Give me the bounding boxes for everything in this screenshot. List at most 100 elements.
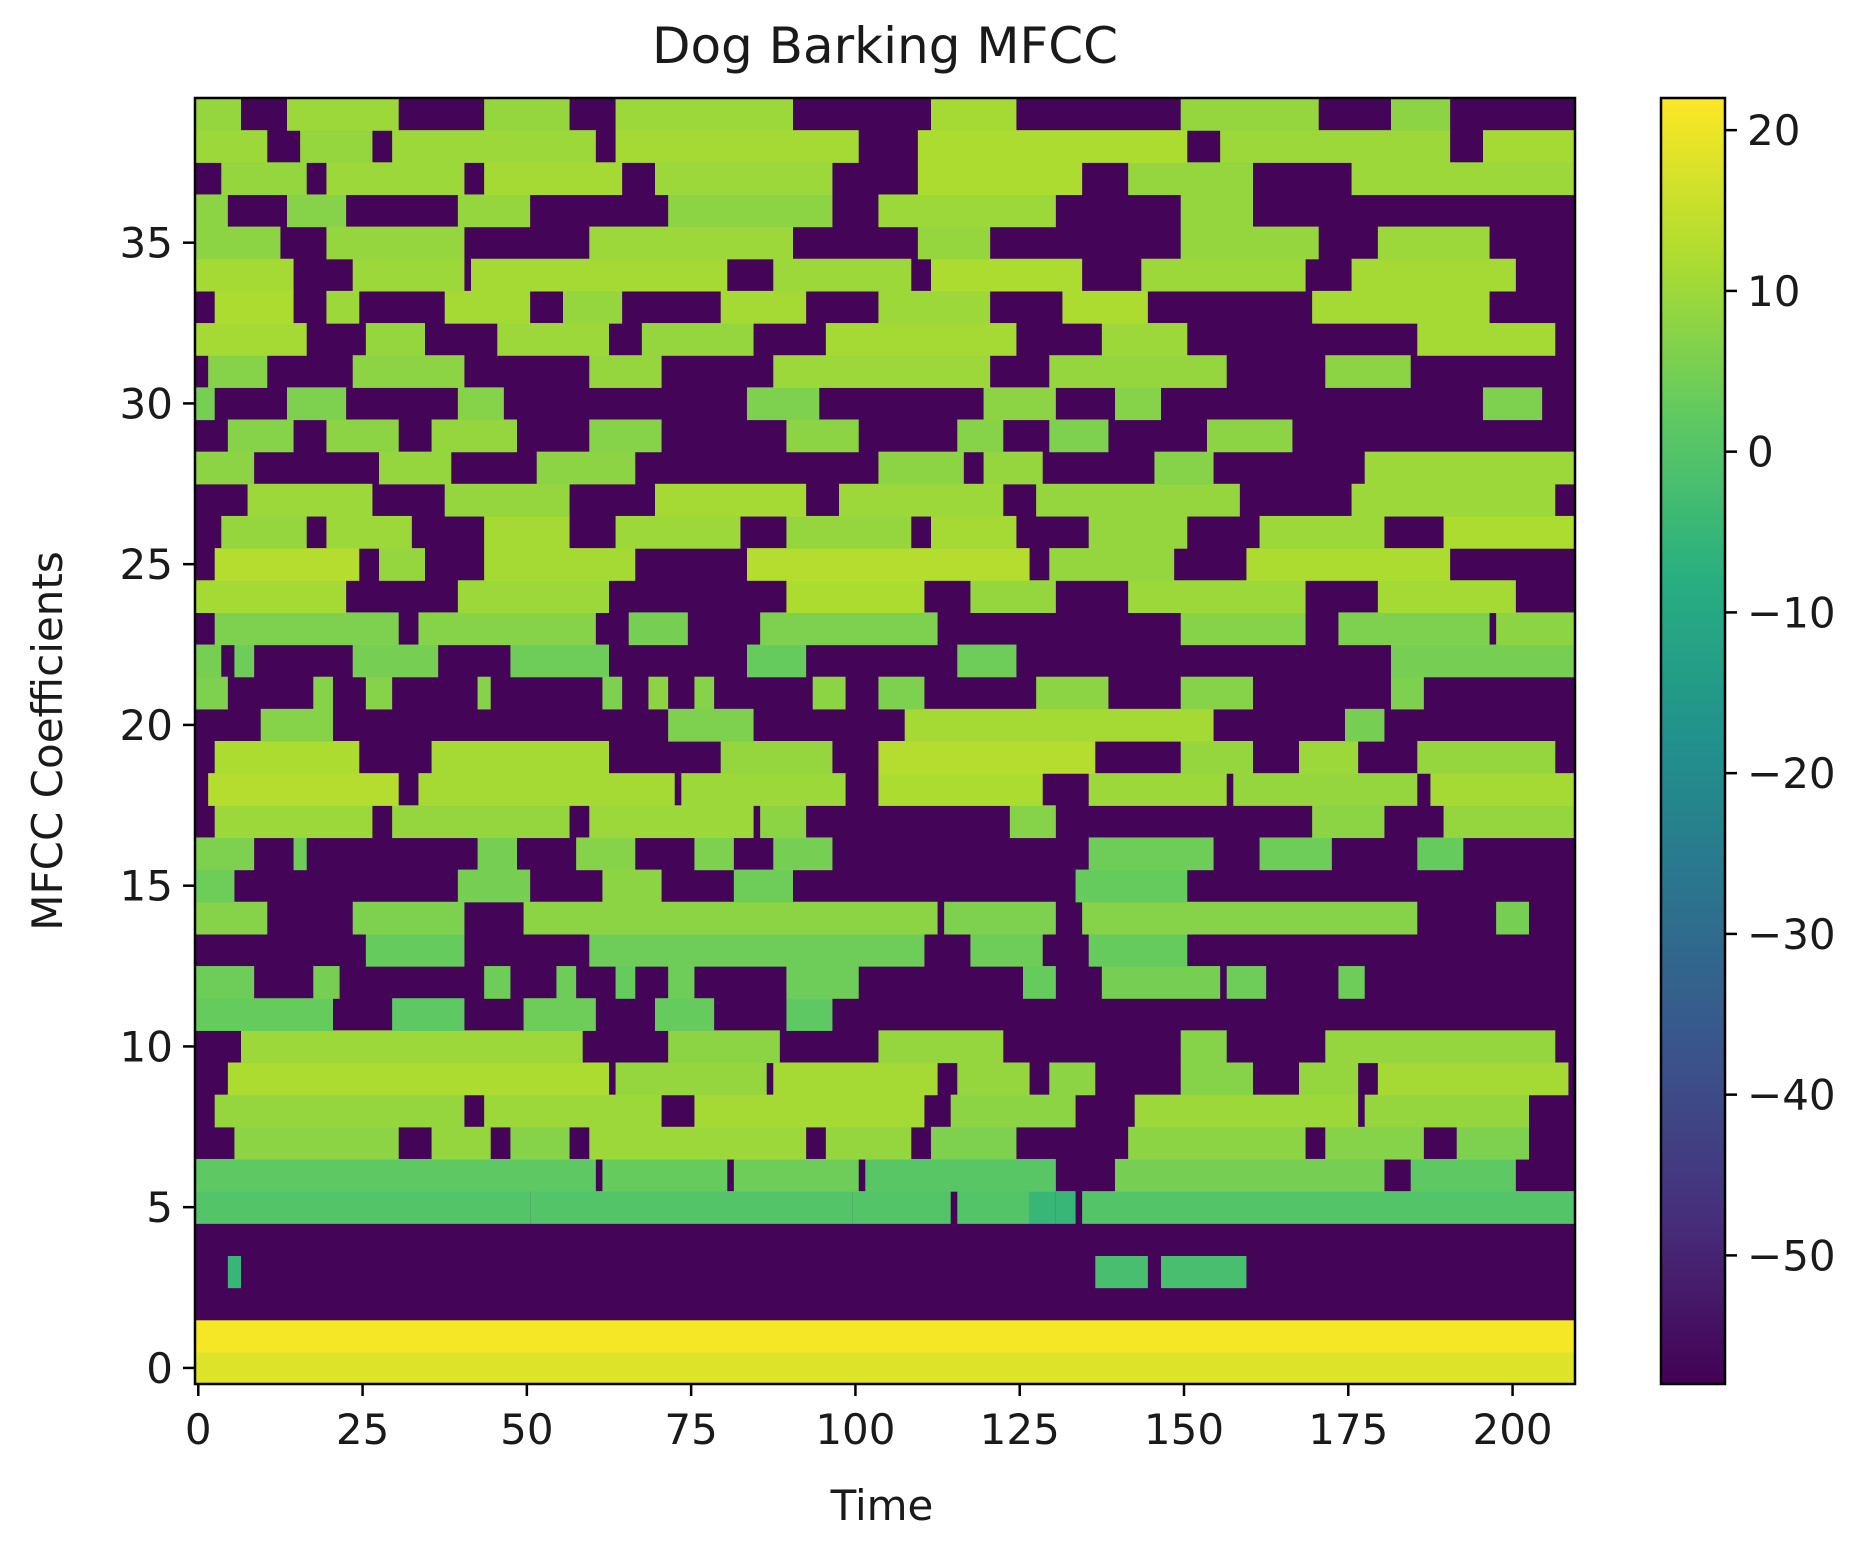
heatmap-cell: [760, 805, 807, 839]
heatmap-cell: [1180, 741, 1253, 774]
plot-frame: [193, 96, 1577, 1386]
heatmap-cell: [313, 676, 333, 710]
heatmap-cell: [1154, 451, 1214, 485]
heatmap-cell: [1009, 805, 1056, 839]
heatmap-cell: [1180, 1030, 1227, 1064]
heatmap-cell: [418, 773, 675, 806]
colorbar-tick-label: −40: [1747, 1071, 1836, 1120]
heatmap-cell: [379, 548, 425, 581]
heatmap-cell: [852, 1191, 951, 1224]
heatmap-cell: [1180, 1062, 1253, 1096]
heatmap-cell: [786, 998, 833, 1031]
heatmap-cell: [576, 837, 636, 871]
heatmap-cell: [1443, 515, 1575, 549]
heatmap-cell: [1115, 387, 1161, 421]
heatmap-cell: [1036, 483, 1240, 517]
heatmap-cell: [589, 355, 662, 388]
heatmap-cell: [1207, 419, 1293, 453]
heatmap-cell: [1029, 1191, 1056, 1224]
heatmap-cell: [523, 901, 938, 935]
heatmap-cell: [878, 773, 1043, 806]
x-tick-label: 100: [815, 1405, 895, 1454]
heatmap-cell: [195, 966, 255, 999]
heatmap-cell: [812, 676, 846, 710]
heatmap-cell: [195, 323, 307, 356]
heatmap-cell: [365, 676, 393, 710]
heatmap-cell: [931, 98, 1017, 131]
heatmap-cell: [878, 676, 925, 710]
heatmap-cell: [615, 966, 636, 999]
heatmap-cell: [523, 998, 596, 1031]
heatmap-cell: [957, 419, 1004, 453]
heatmap-cell: [1299, 741, 1359, 774]
heatmap-cell: [944, 901, 1056, 935]
heatmap-cell: [602, 676, 623, 710]
heatmap-cell: [195, 837, 255, 871]
heatmap-cell: [1082, 1191, 1575, 1224]
heatmap-cell: [352, 355, 465, 388]
heatmap-cell: [287, 194, 347, 228]
heatmap-cell: [1128, 162, 1253, 196]
heatmap-cell: [668, 708, 754, 742]
heatmap-cell: [195, 226, 281, 260]
heatmap-cell: [615, 130, 859, 163]
heatmap-cell: [195, 98, 241, 131]
heatmap-cell: [970, 933, 1043, 967]
heatmap-cell: [287, 98, 399, 131]
heatmap-cell: [227, 419, 294, 453]
heatmap-cell: [510, 644, 609, 678]
heatmap-cell: [1259, 515, 1385, 549]
heatmap-cell: [957, 644, 1017, 678]
colorbar-tick-label: −50: [1747, 1231, 1836, 1280]
heatmap-cell: [392, 130, 596, 163]
heatmap-cell: [1377, 1062, 1569, 1096]
heatmap-cell: [983, 387, 1056, 421]
heatmap-cell: [352, 644, 439, 678]
x-tick-label: 0: [185, 1405, 212, 1454]
heatmap-cell: [1325, 1030, 1556, 1064]
heatmap-cell: [1483, 387, 1543, 421]
heatmap-cell: [1088, 515, 1188, 549]
heatmap-cell: [904, 708, 1214, 742]
heatmap-cell: [628, 612, 688, 646]
x-tick-label: 125: [980, 1405, 1060, 1454]
heatmap-cell: [1377, 226, 1490, 260]
heatmap-cell: [195, 1319, 1575, 1353]
heatmap-cell: [1134, 1094, 1359, 1128]
heatmap-cell: [1101, 323, 1188, 356]
heatmap-cell: [615, 1062, 767, 1096]
x-tick-label: 150: [1144, 1405, 1224, 1454]
heatmap-cell: [839, 483, 1004, 517]
heatmap-cell: [287, 387, 347, 421]
heatmap-cell: [655, 162, 833, 196]
heatmap-cell: [878, 194, 1056, 228]
x-tick-label: 25: [336, 1405, 389, 1454]
y-tick-label: 20: [120, 701, 173, 750]
heatmap-cell: [208, 773, 399, 806]
x-tick-label: 175: [1308, 1405, 1388, 1454]
y-axis-label: MFCC Coefficients: [23, 551, 72, 930]
x-tick-label: 75: [664, 1405, 717, 1454]
colorbar-tick-label: −20: [1747, 749, 1836, 798]
y-tick-label: 0: [146, 1344, 173, 1393]
heatmap-cell: [510, 1126, 570, 1160]
heatmap-cell: [1364, 451, 1575, 485]
heatmap-cell: [1312, 805, 1385, 839]
colorbar-tick-label: 20: [1747, 106, 1800, 155]
heatmap-cell: [195, 451, 255, 485]
heatmap-cell: [747, 644, 807, 678]
heatmap-cell: [1180, 612, 1306, 646]
heatmap-cell: [484, 966, 511, 999]
heatmap-cell: [1115, 1158, 1385, 1192]
heatmap-cell: [313, 966, 340, 999]
heatmap-cell: [931, 1126, 1017, 1160]
heatmap-cell: [214, 741, 360, 774]
heatmap-cell: [326, 162, 465, 196]
heatmap-cell: [1141, 258, 1306, 292]
heatmap-cell: [1351, 258, 1516, 292]
heatmap-cell: [1417, 741, 1556, 774]
heatmap-cell: [195, 387, 215, 421]
heatmap-cell: [1075, 869, 1188, 903]
heatmap-cell: [234, 644, 255, 678]
